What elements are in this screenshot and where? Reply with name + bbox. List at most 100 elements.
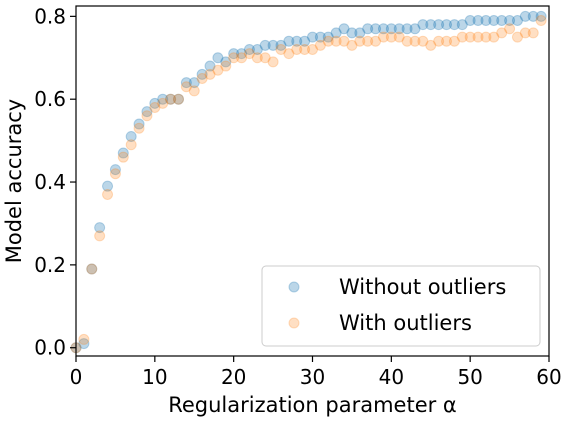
x-tick-label: 50 [457,365,482,389]
data-point [291,35,303,47]
y-tick-label: 0.0 [34,336,66,360]
legend-box [261,265,541,347]
y-tick-label: 0.6 [34,87,66,111]
x-tick-label: 30 [300,365,325,389]
data-point [243,48,255,60]
data-point [251,52,263,64]
y-tick-label: 0.2 [34,253,66,277]
data-point [464,31,476,43]
data-point [401,23,413,35]
data-point [314,39,326,51]
data-point [519,10,531,22]
x-axis-label: Regularization parameter α [168,393,457,417]
data-point [275,43,287,55]
data-point [102,180,114,192]
data-point [188,85,200,97]
data-point [94,230,106,242]
data-point [125,139,137,151]
data-point [267,39,279,51]
data-point [220,60,232,72]
data-point [228,52,240,64]
data-point [314,31,326,43]
data-point [86,263,98,275]
data-point [102,188,114,200]
data-point [409,35,421,47]
data-point [346,27,358,39]
y-tick-label: 0.4 [34,170,66,194]
data-point [511,14,523,26]
data-point [441,19,453,31]
data-point [133,122,145,134]
data-point [456,31,468,43]
data-point [472,14,484,26]
data-point [519,27,531,39]
data-point [362,35,374,47]
data-point [259,39,271,51]
data-point [220,56,232,68]
data-point [330,27,342,39]
data-point [94,222,106,234]
y-axis-label: Model accuracy [2,99,26,263]
data-point [480,31,492,43]
data-point [456,19,468,31]
data-point [307,43,318,55]
x-tick-label: 10 [142,365,167,389]
data-point [385,31,397,43]
data-point [535,14,547,26]
data-point [354,35,366,47]
data-point [393,23,405,35]
legend-marker-without-outliers [288,281,300,293]
x-tick-label: 0 [70,365,83,389]
legend-marker-with-outliers [288,317,300,329]
data-point [165,93,177,105]
data-point [157,93,169,105]
data-point [370,35,382,47]
data-point [283,35,295,47]
data-points [70,10,547,354]
data-point [212,64,224,76]
data-point [480,14,492,26]
data-point [291,43,303,55]
data-point [535,10,547,22]
data-point [204,60,216,72]
data-point [117,147,129,159]
data-point [141,106,153,118]
data-point [338,23,350,35]
data-point [472,31,484,43]
data-point [172,93,184,105]
legend-label-with-outliers: With outliers [339,311,472,335]
data-point [448,35,460,47]
data-point [78,338,90,350]
legend-label-without-outliers: Without outliers [339,275,506,299]
data-point [527,27,539,39]
data-point [488,14,500,26]
data-point [228,48,240,60]
data-point [504,14,516,26]
data-point [377,23,389,35]
data-point [433,35,445,47]
data-point [441,35,453,47]
data-point [362,23,374,35]
data-point [338,35,350,47]
data-point [109,164,121,176]
data-point [370,23,382,35]
data-point [417,35,429,47]
data-point [259,52,271,64]
data-point [527,10,539,22]
data-point [109,168,121,180]
data-point [157,97,169,109]
legend: Without outliers With outliers [261,265,541,347]
data-point [236,52,248,64]
data-point [180,81,192,93]
data-point [141,110,153,122]
data-point [393,31,405,43]
data-point [504,23,516,35]
x-tick-label: 40 [379,365,404,389]
data-point [330,35,342,47]
data-point [448,19,460,31]
data-point [267,56,279,68]
data-point [86,263,98,275]
data-point [299,43,311,55]
